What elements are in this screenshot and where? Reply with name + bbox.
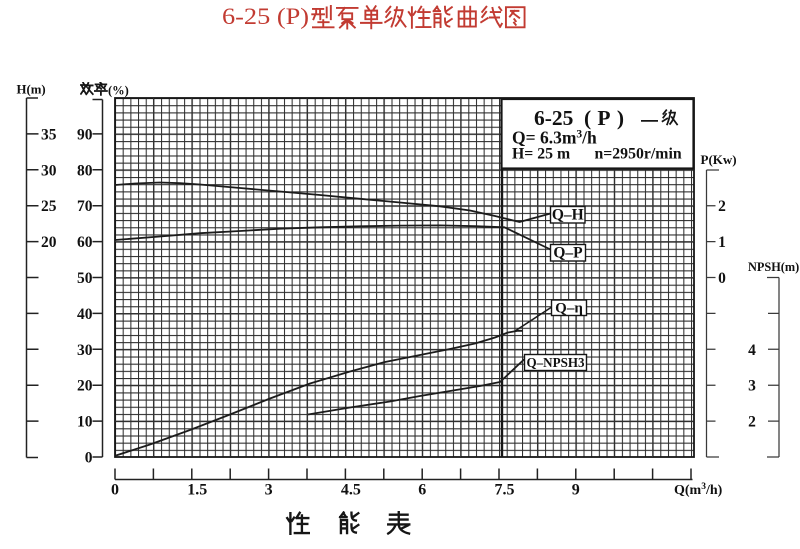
svg-text:20: 20	[77, 378, 93, 395]
svg-text:1: 1	[718, 234, 726, 251]
svg-text:n=2950r/min: n=2950r/min	[595, 146, 682, 163]
svg-text:30: 30	[41, 162, 57, 179]
svg-text:2: 2	[718, 198, 726, 215]
svg-text:NPSH(m): NPSH(m)	[748, 260, 799, 274]
svg-text:1.5: 1.5	[187, 482, 207, 499]
svg-text:H(m): H(m)	[17, 83, 46, 97]
svg-text:Q–P: Q–P	[553, 245, 583, 262]
svg-text:0: 0	[718, 270, 726, 287]
svg-text:60: 60	[77, 234, 93, 251]
svg-text:3: 3	[748, 378, 756, 395]
svg-text:50: 50	[77, 270, 93, 287]
svg-text:Q–H: Q–H	[552, 207, 584, 224]
svg-text:9: 9	[572, 482, 580, 499]
svg-text:2: 2	[748, 414, 756, 431]
svg-text:0: 0	[111, 482, 119, 499]
svg-text:80: 80	[77, 162, 93, 179]
svg-text:7.5: 7.5	[495, 482, 515, 499]
svg-text:4: 4	[748, 342, 756, 359]
svg-text:25: 25	[41, 198, 57, 215]
svg-text:(P): (P)	[584, 106, 624, 130]
svg-text:6: 6	[418, 482, 426, 499]
svg-text:0: 0	[85, 450, 93, 467]
svg-text:Q–NPSH3: Q–NPSH3	[527, 355, 585, 370]
svg-text:35: 35	[41, 126, 57, 143]
svg-text:3: 3	[265, 482, 273, 499]
svg-text:P(Kw): P(Kw)	[701, 152, 737, 167]
svg-text:(%): (%)	[108, 84, 129, 98]
svg-text:4.5: 4.5	[341, 482, 361, 499]
svg-text:40: 40	[77, 306, 93, 323]
svg-text:90: 90	[77, 126, 93, 143]
svg-text:H= 25 m: H= 25 m	[512, 146, 570, 163]
svg-text:70: 70	[77, 198, 93, 215]
svg-text:6-25: 6-25	[534, 106, 573, 130]
svg-text:Q(m3/h): Q(m3/h)	[674, 482, 723, 498]
svg-text:Q= 6.3m3/h: Q= 6.3m3/h	[512, 128, 597, 148]
svg-text:10: 10	[77, 414, 93, 431]
svg-text:20: 20	[41, 234, 57, 251]
svg-text:30: 30	[77, 342, 93, 359]
svg-text:Q–η: Q–η	[555, 301, 583, 317]
svg-text:6-25 (P): 6-25 (P)	[222, 4, 309, 30]
